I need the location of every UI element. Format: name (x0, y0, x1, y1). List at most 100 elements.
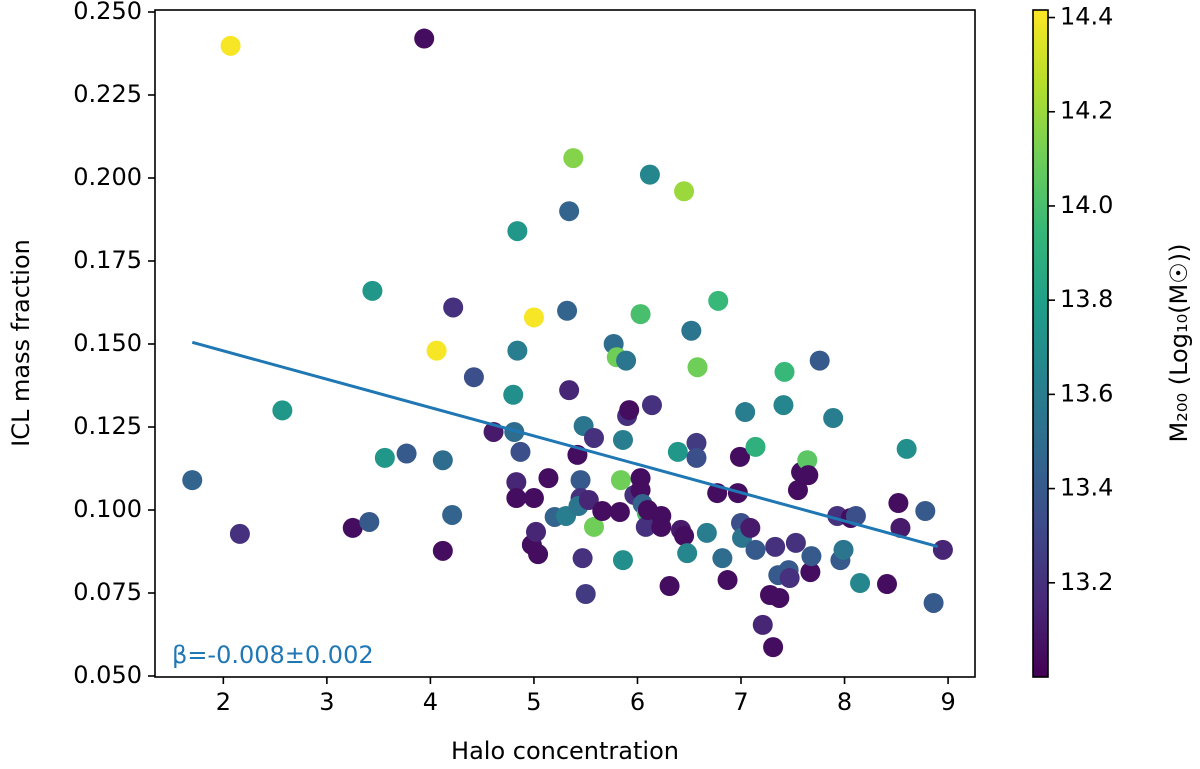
colorbar-frame (1032, 9, 1049, 678)
point (609, 501, 630, 522)
y-tick-label: 0.225 (73, 80, 142, 108)
point (896, 438, 917, 459)
point (414, 28, 435, 49)
point (229, 523, 250, 544)
point (708, 290, 729, 311)
point (674, 181, 695, 202)
point (559, 380, 580, 401)
point (612, 550, 633, 571)
y-axis-label: ICL mass fraction (7, 239, 35, 447)
point (426, 340, 447, 361)
x-tick-label: 4 (423, 688, 438, 716)
point (528, 544, 549, 565)
point (443, 297, 464, 318)
point (432, 450, 453, 471)
point (651, 516, 672, 537)
y-tick-label: 0.250 (73, 0, 142, 25)
x-tick-label: 5 (526, 688, 541, 716)
point (374, 447, 395, 468)
point (526, 521, 547, 542)
point (888, 493, 909, 514)
point (712, 548, 733, 569)
point (774, 361, 795, 382)
point (510, 441, 531, 462)
point (583, 427, 604, 448)
point (523, 307, 544, 328)
point (396, 443, 417, 464)
x-tick-label: 9 (940, 688, 955, 716)
point (583, 516, 604, 537)
y-tick-label: 0.075 (73, 578, 142, 606)
point (506, 472, 527, 493)
point (578, 490, 599, 511)
point (659, 576, 680, 597)
point (850, 573, 871, 594)
colorbar-tick-label: 13.2 (1060, 568, 1113, 596)
point (787, 480, 808, 501)
point (342, 517, 363, 538)
point (677, 543, 698, 564)
point (557, 300, 578, 321)
x-axis-label: Halo concentration (451, 737, 679, 765)
point (801, 546, 822, 567)
x-tick-label: 7 (733, 688, 748, 716)
point (362, 280, 383, 301)
point (717, 570, 738, 591)
point (220, 35, 241, 56)
point (923, 592, 944, 613)
colorbar (1033, 10, 1048, 677)
point (359, 511, 380, 532)
x-tick-label: 3 (319, 688, 334, 716)
point (559, 201, 580, 222)
point (876, 574, 897, 595)
point (442, 504, 463, 525)
y-tick-label: 0.175 (73, 246, 142, 274)
point (182, 470, 203, 491)
point (610, 470, 631, 491)
point (674, 525, 695, 546)
y-tick-label: 0.150 (73, 329, 142, 357)
point (696, 522, 717, 543)
point (765, 536, 786, 557)
colorbar-tick-label: 13.6 (1060, 379, 1113, 407)
point (506, 488, 527, 509)
point (932, 539, 953, 560)
point (463, 367, 484, 388)
x-tick-label: 2 (216, 688, 231, 716)
point (785, 532, 806, 553)
point (639, 164, 660, 185)
x-tick-label: 8 (837, 688, 852, 716)
point (798, 465, 819, 486)
point (503, 384, 524, 405)
point (563, 148, 584, 169)
point (507, 221, 528, 242)
point (915, 500, 936, 521)
point (686, 447, 707, 468)
colorbar-tick-label: 14.0 (1060, 191, 1113, 219)
point (523, 488, 544, 509)
point (635, 516, 656, 537)
point (538, 468, 559, 489)
point (773, 395, 794, 416)
point (745, 436, 766, 457)
point (630, 304, 651, 325)
point (667, 441, 688, 462)
point (890, 517, 911, 538)
point (800, 562, 821, 583)
y-tick-label: 0.050 (73, 661, 142, 689)
point (797, 450, 818, 471)
point (763, 637, 784, 658)
point (686, 432, 707, 453)
y-tick-label: 0.200 (73, 163, 142, 191)
colorbar-tick-label: 14.2 (1060, 97, 1113, 125)
x-tick-label: 6 (630, 688, 645, 716)
point (769, 587, 790, 608)
point (740, 517, 761, 538)
point (845, 505, 866, 526)
point (779, 568, 800, 589)
point (752, 614, 773, 635)
y-tick-label: 0.100 (73, 495, 142, 523)
colorbar-tick-label: 14.4 (1060, 3, 1113, 31)
point (681, 320, 702, 341)
